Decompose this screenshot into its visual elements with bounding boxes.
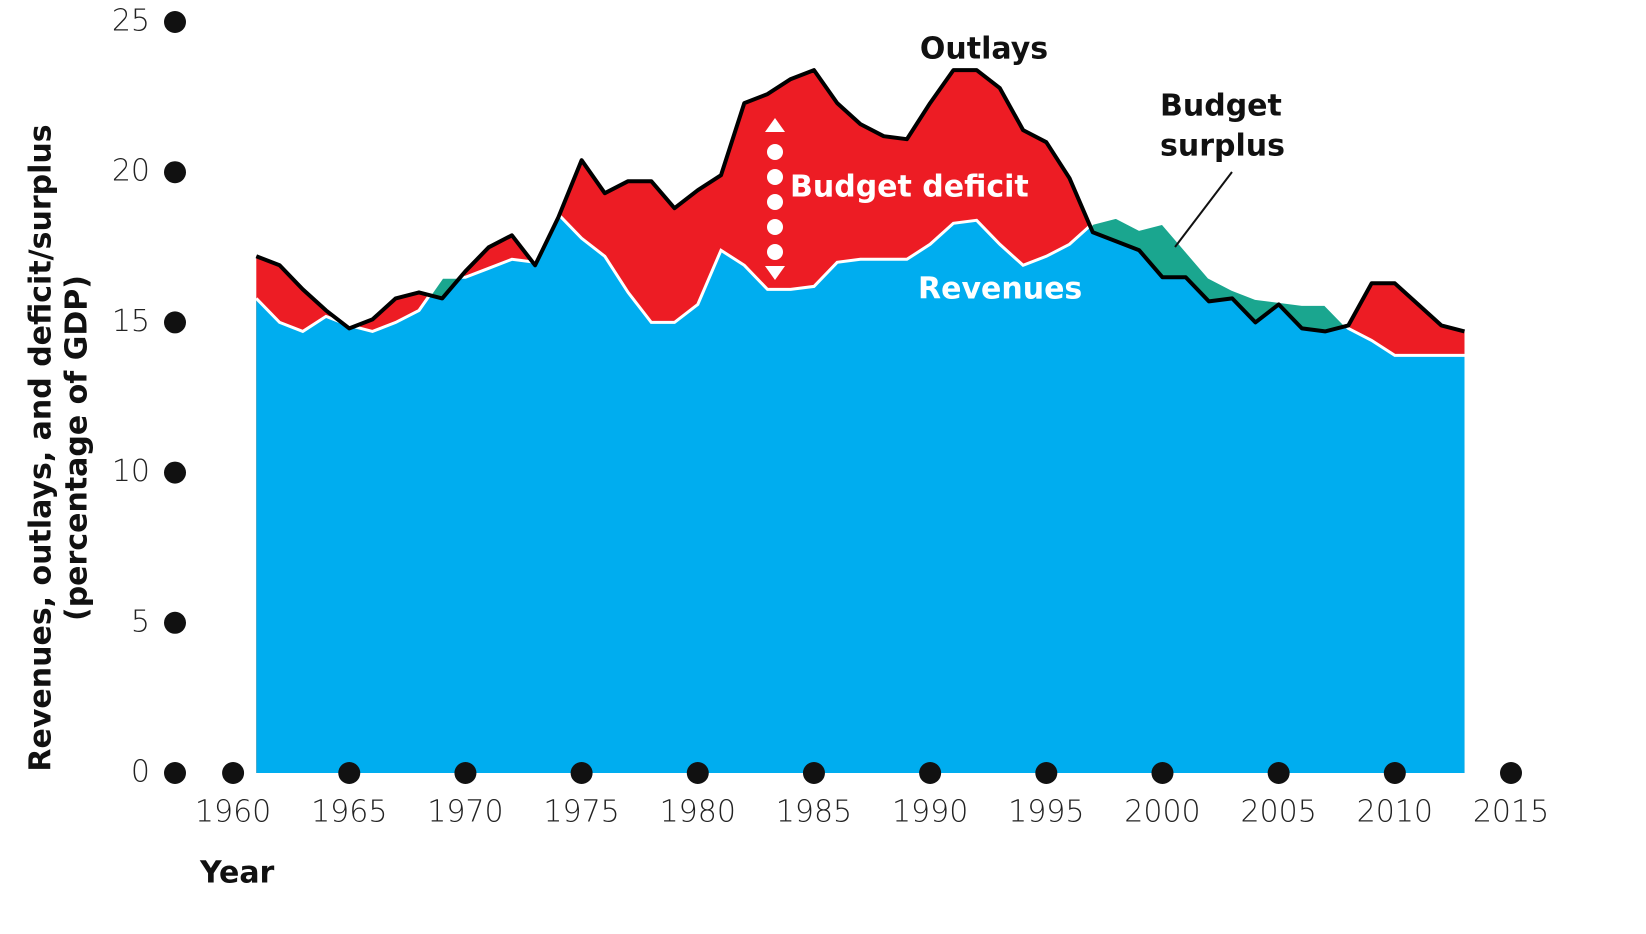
x-axis-label: Year xyxy=(199,856,275,891)
x-tick-label: 2000 xyxy=(1124,795,1200,830)
y-tick xyxy=(164,611,186,634)
outlays-label: Outlays xyxy=(920,32,1048,67)
y-tick-label: 20 xyxy=(112,154,150,189)
y-tick xyxy=(164,461,186,484)
x-tick-label: 1985 xyxy=(776,795,852,830)
y-tick xyxy=(164,311,186,334)
arrow-head xyxy=(765,266,785,280)
x-tick-label: 1975 xyxy=(543,795,619,830)
y-tick xyxy=(164,11,186,33)
x-tick xyxy=(1267,762,1290,784)
arrow-dot xyxy=(767,144,783,160)
x-tick xyxy=(222,762,245,784)
x-tick-label: 1970 xyxy=(427,795,503,830)
arrow-head xyxy=(765,118,785,132)
x-tick-label: 1995 xyxy=(1008,795,1084,830)
arrow-dot xyxy=(767,219,783,235)
x-tick xyxy=(1151,762,1174,784)
x-tick xyxy=(454,762,477,784)
surplus-label: surplus xyxy=(1160,129,1285,164)
y-axis-label: Revenues, outlays, and deficit/surplus xyxy=(24,124,59,771)
x-tick-label: 2015 xyxy=(1473,795,1549,830)
x-tick xyxy=(686,762,709,784)
x-tick xyxy=(919,762,942,784)
arrow-dot xyxy=(767,194,783,210)
revenue-area xyxy=(256,214,1465,774)
x-tick-label: 2010 xyxy=(1357,795,1433,830)
plot xyxy=(255,68,1466,774)
x-tick xyxy=(1383,762,1406,784)
x-tick-label: 1965 xyxy=(311,795,387,830)
y-tick xyxy=(164,762,186,784)
x-tick xyxy=(1035,762,1058,784)
x-tick-label: 2005 xyxy=(1240,795,1316,830)
y-tick xyxy=(164,161,186,184)
x-tick xyxy=(802,762,825,784)
x-tick xyxy=(1500,762,1522,784)
deficit-label: Budget deficit xyxy=(790,170,1029,205)
deficit-arrow xyxy=(765,118,785,280)
arrow-dot xyxy=(767,169,783,185)
arrow-dot xyxy=(767,244,783,260)
y-tick-label: 25 xyxy=(112,4,150,39)
y-tick-label: 5 xyxy=(131,604,150,639)
y-tick-label: 10 xyxy=(112,454,150,489)
y-tick-label: 0 xyxy=(131,755,150,790)
y-axis-label: (percentage of GDP) xyxy=(60,275,95,621)
surplus-label: Budget xyxy=(1160,89,1282,124)
x-tick xyxy=(570,762,593,784)
x-tick-label: 1980 xyxy=(660,795,736,830)
x-tick-label: 1960 xyxy=(195,795,271,830)
x-tick xyxy=(338,762,361,784)
x-tick-label: 1990 xyxy=(892,795,968,830)
revenues-label: Revenues xyxy=(918,272,1082,307)
outlays-line xyxy=(255,68,1466,334)
leader-line xyxy=(1174,171,1233,248)
y-tick-label: 15 xyxy=(112,304,150,339)
